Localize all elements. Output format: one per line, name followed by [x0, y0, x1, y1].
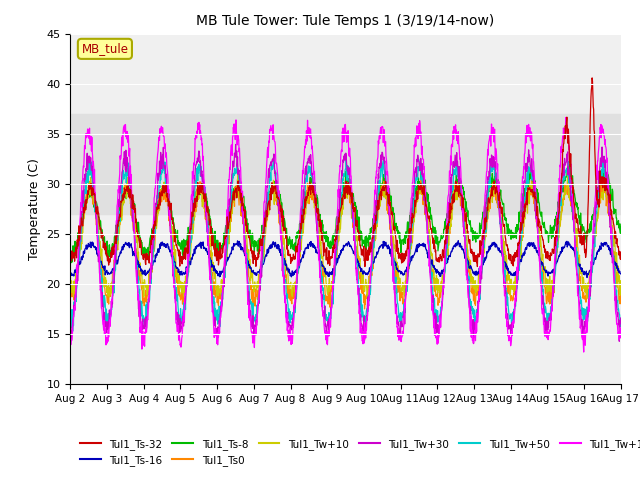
Legend: Tul1_Ts-32, Tul1_Ts-16, Tul1_Ts-8, Tul1_Ts0, Tul1_Tw+10, Tul1_Tw+30, Tul1_Tw+50,: Tul1_Ts-32, Tul1_Ts-16, Tul1_Ts-8, Tul1_… — [76, 435, 640, 470]
Bar — [70, 114, 621, 214]
Y-axis label: Temperature (C): Temperature (C) — [28, 158, 41, 260]
Text: MB_tule: MB_tule — [81, 42, 129, 55]
Title: MB Tule Tower: Tule Temps 1 (3/19/14-now): MB Tule Tower: Tule Temps 1 (3/19/14-now… — [196, 14, 495, 28]
